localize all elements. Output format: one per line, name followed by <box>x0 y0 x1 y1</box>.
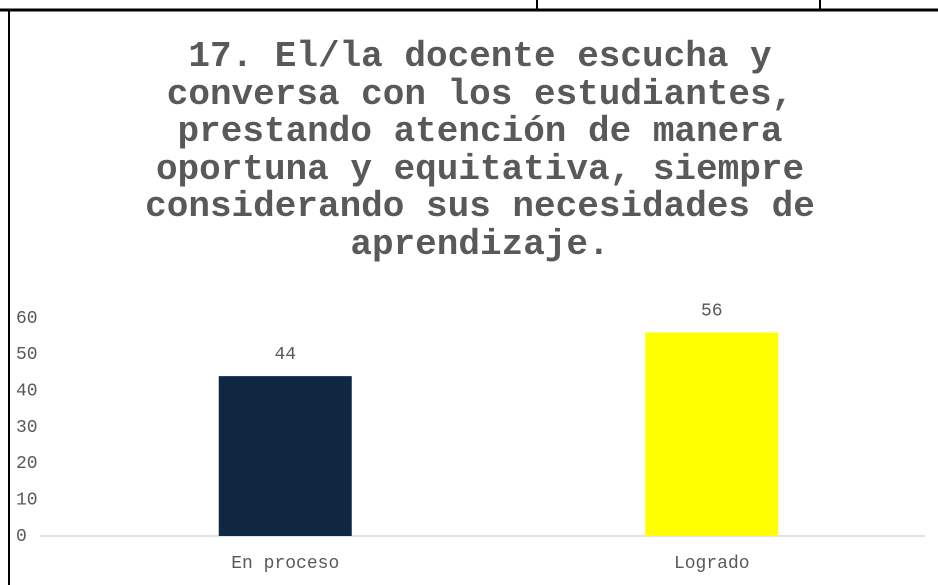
data-label: 56 <box>701 301 723 321</box>
y-tick-label: 60 <box>16 309 38 329</box>
y-tick-label: 40 <box>16 381 38 401</box>
data-label: 44 <box>274 345 296 365</box>
y-tick-label: 20 <box>16 454 38 474</box>
chart-title: 17. El/la docente escucha y conversa con… <box>145 36 815 265</box>
y-tick-label: 10 <box>16 490 38 510</box>
x-tick-label: En proceso <box>231 554 339 574</box>
y-tick-label: 30 <box>16 418 38 438</box>
y-tick-label: 0 <box>16 527 27 547</box>
y-tick-label: 50 <box>16 345 38 365</box>
bar <box>218 376 352 536</box>
bar <box>645 332 779 536</box>
x-tick-label: Logrado <box>674 554 750 574</box>
